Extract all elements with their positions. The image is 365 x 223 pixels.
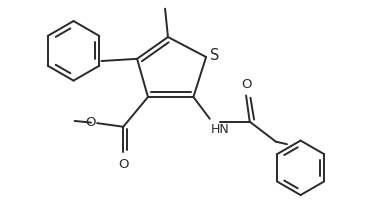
Text: O: O (118, 158, 128, 171)
Text: O: O (241, 78, 251, 91)
Text: S: S (210, 48, 219, 63)
Text: O: O (85, 116, 96, 129)
Text: HN: HN (211, 123, 230, 136)
